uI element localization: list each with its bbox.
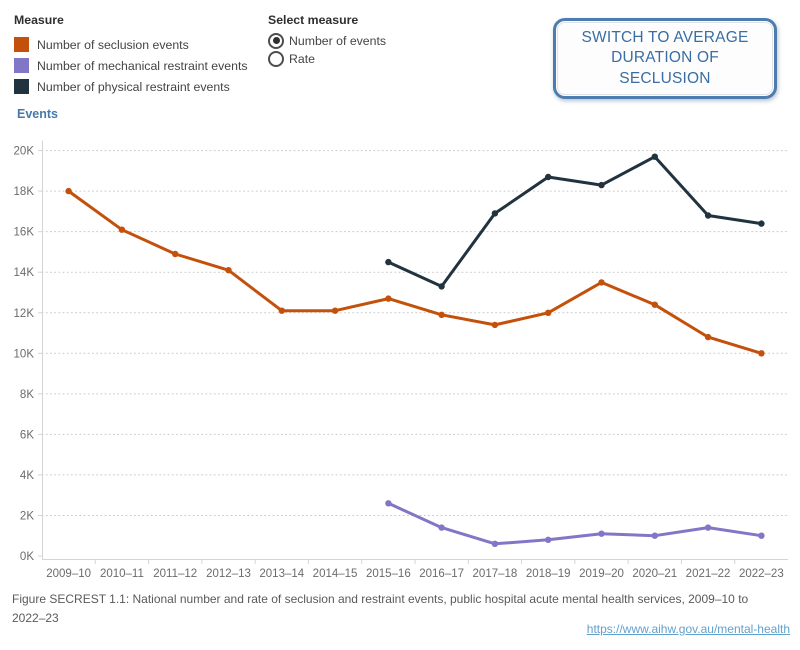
data-point[interactable]: [65, 187, 72, 195]
x-tick-label: 2011–12: [153, 568, 197, 580]
data-point[interactable]: [704, 524, 712, 531]
data-point[interactable]: [704, 212, 712, 219]
data-point[interactable]: [331, 307, 339, 314]
aihw-link[interactable]: https://www.aihw.gov.au/mental-health: [586, 622, 790, 636]
y-tick-label: 16K: [14, 227, 35, 239]
x-tick-label: 2014–15: [313, 568, 358, 580]
measure-legend-title: Measure: [14, 13, 64, 27]
radio-unselected-icon: [268, 50, 284, 67]
legend-item-seclusion[interactable]: Number of seclusion events: [14, 34, 248, 55]
data-point[interactable]: [651, 532, 658, 539]
switch-measure-button[interactable]: SWITCH TO AVERAGE DURATION OF SECLUSION: [553, 18, 777, 100]
select-measure-title: Select measure: [268, 13, 359, 27]
select-measure-group: Select measure Number of events Rate: [268, 13, 386, 68]
x-tick-label: 2020–21: [632, 568, 677, 580]
data-point[interactable]: [704, 333, 712, 341]
legend-item-physical-restraint[interactable]: Number of physical restraint events: [14, 76, 248, 97]
x-tick-label: 2021–22: [686, 568, 731, 580]
y-tick-label: 6K: [20, 429, 34, 441]
data-point[interactable]: [758, 350, 765, 357]
legend-item-label: Number of physical restraint events: [37, 79, 230, 94]
data-point[interactable]: [598, 279, 605, 286]
data-point[interactable]: [278, 307, 285, 314]
y-tick-label: 8K: [20, 389, 34, 401]
y-tick-label: 4K: [20, 470, 34, 482]
legend-item-label: Number of mechanical restraint events: [37, 58, 248, 73]
data-point[interactable]: [758, 532, 765, 539]
x-tick-label: 2010–11: [100, 568, 144, 580]
y-tick-label: 0K: [20, 551, 34, 563]
y-tick-label: 14K: [14, 267, 35, 279]
x-tick-label: 2015–16: [366, 568, 411, 580]
data-point[interactable]: [438, 524, 445, 531]
switch-measure-button-label: SWITCH TO AVERAGE DURATION OF SECLUSION: [557, 22, 773, 96]
y-axis-title: Events: [17, 107, 58, 121]
data-point[interactable]: [545, 536, 552, 543]
x-tick-label: 2019–20: [579, 568, 624, 580]
data-point[interactable]: [651, 301, 658, 308]
x-tick-label: 2022–23: [739, 568, 784, 580]
radio-label: Number of events: [289, 33, 387, 48]
data-point[interactable]: [598, 530, 605, 537]
data-point[interactable]: [172, 250, 179, 258]
series-line-2[interactable]: [386, 155, 763, 288]
line-chart: 0K 2K 4K 6K 8K 10K 12K 14K 16K 18K 20K 2009–10 2010–…: [14, 140, 789, 580]
data-point[interactable]: [385, 295, 392, 302]
figure-caption: Figure SECREST 1.1: National number and …: [12, 592, 749, 625]
legend-item-mechanical-restraint[interactable]: Number of mechanical restraint events: [14, 55, 248, 76]
data-point[interactable]: [651, 153, 658, 160]
y-tick-label: 2K: [20, 510, 34, 522]
x-tick-label: 2018–19: [526, 568, 571, 580]
series-line-0[interactable]: [67, 189, 763, 355]
series-line-1[interactable]: [386, 501, 763, 546]
mechanical-restraint-swatch-icon: [14, 58, 29, 73]
y-tick-label: 12K: [14, 308, 35, 320]
x-tick-label: 2012–13: [206, 568, 251, 580]
y-tick-label: 18K: [14, 186, 35, 198]
data-point[interactable]: [758, 220, 765, 227]
x-tick-label: 2017–18: [473, 568, 518, 580]
x-tick-label: 2009–10: [46, 568, 91, 580]
data-point[interactable]: [438, 283, 445, 290]
y-tick-label: 10K: [14, 348, 35, 360]
x-tick-label: 2016–17: [419, 568, 464, 580]
radio-rate[interactable]: Rate: [268, 50, 386, 67]
data-point[interactable]: [385, 258, 392, 266]
y-tick-label: 20K: [14, 146, 35, 158]
physical-restraint-swatch-icon: [14, 79, 29, 94]
data-point[interactable]: [545, 309, 552, 316]
data-point[interactable]: [491, 210, 499, 217]
data-point[interactable]: [225, 267, 232, 274]
data-point[interactable]: [491, 540, 499, 547]
data-point[interactable]: [438, 311, 445, 318]
data-point[interactable]: [491, 321, 499, 329]
radio-selected-icon: [268, 32, 284, 49]
data-point[interactable]: [598, 181, 605, 189]
data-point[interactable]: [118, 226, 126, 233]
radio-number-of-events[interactable]: Number of events: [268, 32, 386, 49]
seclusion-swatch-icon: [14, 37, 29, 52]
measure-legend: Measure Number of seclusion events Numbe…: [14, 13, 248, 97]
data-point[interactable]: [385, 500, 392, 507]
legend-item-label: Number of seclusion events: [37, 37, 189, 52]
radio-label: Rate: [289, 51, 315, 66]
data-point[interactable]: [545, 173, 552, 181]
x-tick-label: 2013–14: [259, 568, 304, 580]
